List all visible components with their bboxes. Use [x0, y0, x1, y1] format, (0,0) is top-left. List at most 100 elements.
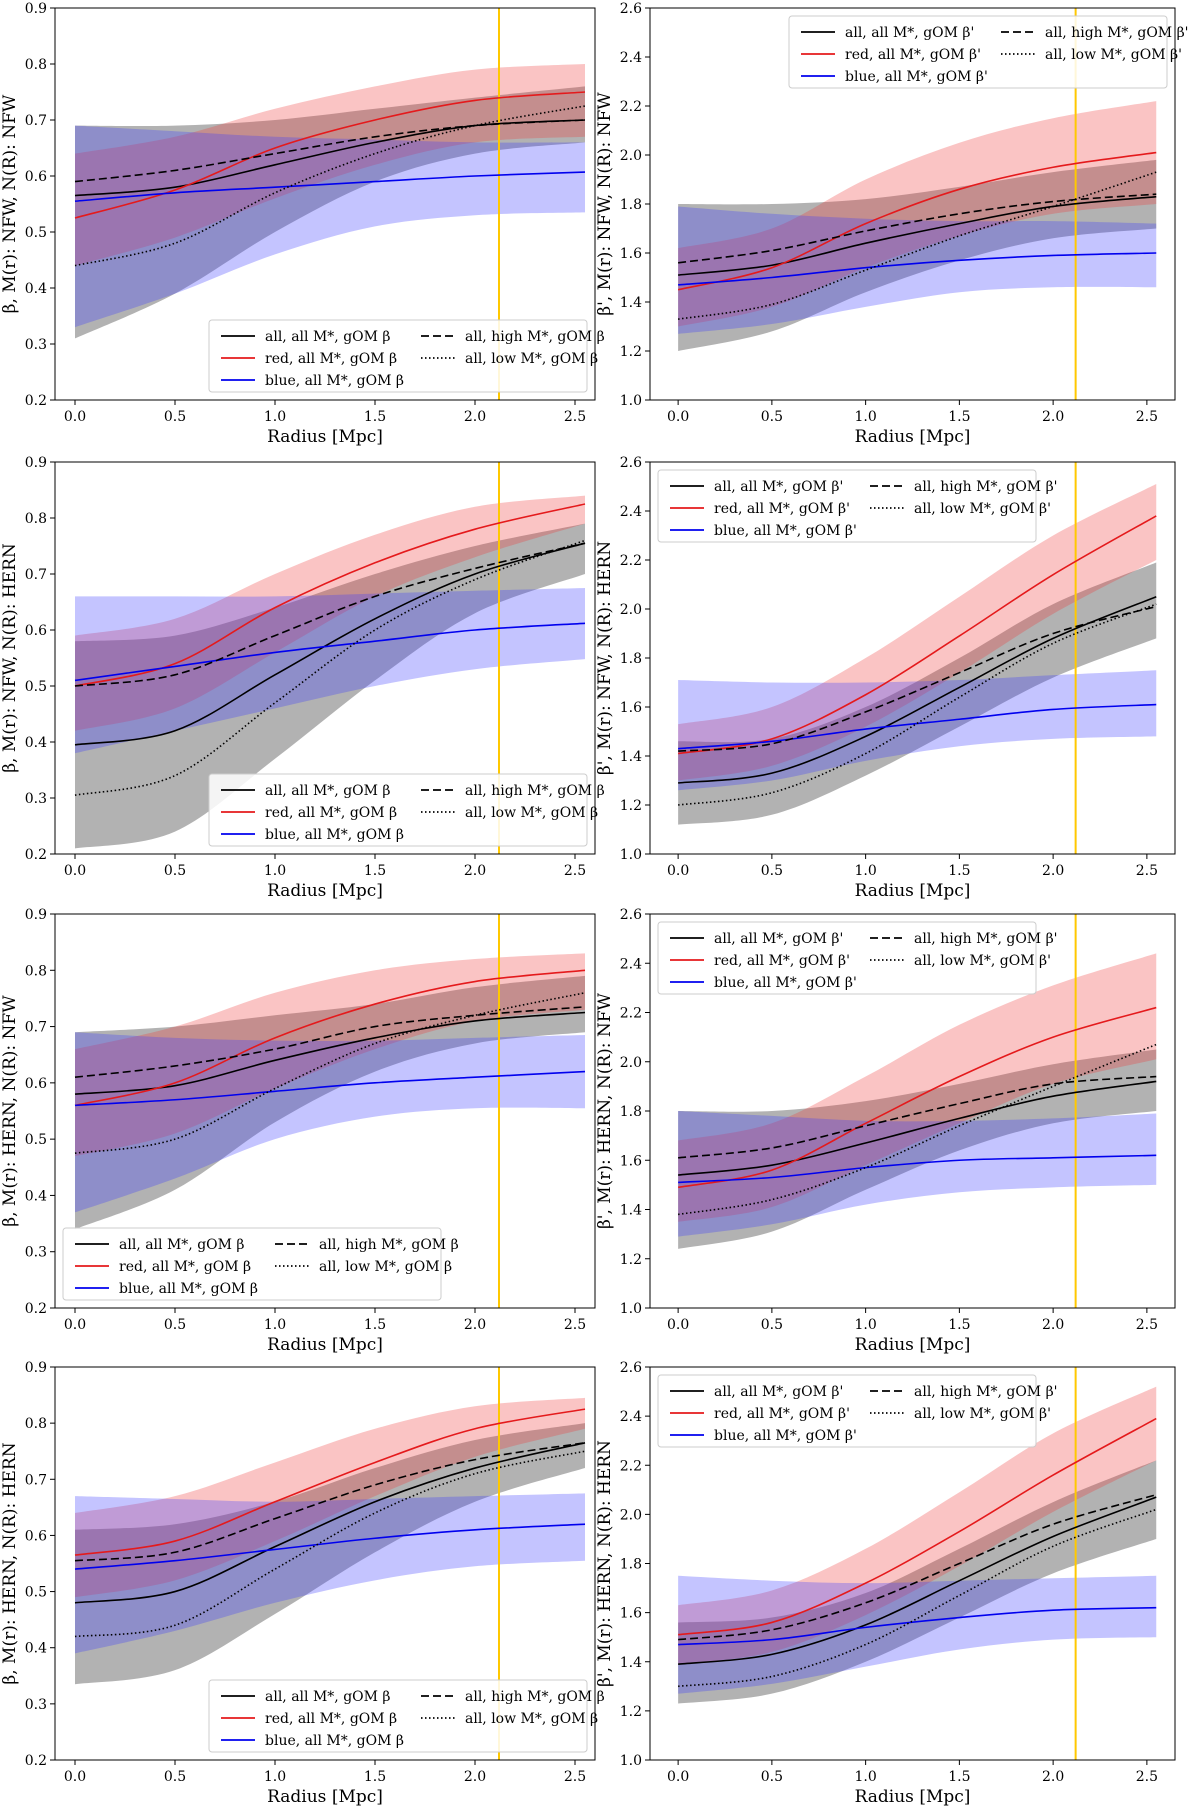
panel-row2-right: 0.0 0.5 1.0 1.5 2.0 2.5 1.0 1.2 1.4 1.6 1.8 2.0 2.2 2…: [595, 455, 1176, 901]
y-axis-label: β, M(r): NFW, N(R): HERN: [0, 543, 20, 773]
legend-entry: all, low M*, gOM β: [465, 1711, 598, 1727]
y-tick-label: 0.6: [25, 1528, 47, 1544]
series-line-4: [678, 1508, 1157, 1688]
x-axis-label: Radius [Mpc]: [267, 881, 383, 901]
series-line-2: [74, 622, 586, 682]
y-tick-label: 2.0: [620, 148, 642, 164]
series-line-4: [74, 992, 586, 1155]
y-tick-label: 1.2: [620, 1704, 642, 1720]
x-tick-label: 1.0: [264, 1769, 286, 1785]
y-tick-label: 1.8: [620, 651, 642, 667]
x-tick-label: 0.5: [164, 1317, 186, 1333]
legend-entry: all, all M*, gOM β: [119, 1237, 245, 1253]
x-axis-label: Radius [Mpc]: [855, 1787, 971, 1807]
y-tick-label: 0.8: [25, 511, 47, 527]
y-tick-label: 0.2: [25, 847, 47, 863]
legend-box: [62, 1227, 442, 1301]
x-tick-label: 1.5: [948, 863, 970, 879]
legend-entry: red, all M*, gOM β': [714, 501, 850, 517]
series-line-0: [74, 119, 586, 197]
legend-entry: red, all M*, gOM β': [714, 1406, 850, 1422]
y-tick-label: 0.3: [25, 1697, 47, 1713]
y-tick-label: 1.0: [620, 847, 642, 863]
series-line-3: [678, 1075, 1157, 1159]
x-tick-label: 0.0: [667, 1317, 689, 1333]
band-0: [75, 86, 585, 339]
x-tick-label: 1.0: [854, 409, 876, 425]
plot-area: [677, 8, 1157, 400]
legend-entry: all, low M*, gOM β: [465, 351, 598, 367]
legend: all, all M*, gOM β red, all M*, gOM β blue…: [208, 773, 605, 847]
legend-box: [657, 1374, 1037, 1448]
legend-entry: red, all M*, gOM β': [714, 953, 850, 969]
x-tick-label: 2.0: [1042, 1317, 1064, 1333]
y-tick-label: 1.8: [620, 1104, 642, 1120]
legend-entry: all, low M*, gOM β': [914, 953, 1051, 969]
legend-entry: blue, all M*, gOM β: [119, 1281, 258, 1297]
series-line-1: [74, 969, 586, 1107]
x-tick-label: 0.0: [667, 1769, 689, 1785]
legend-entry: blue, all M*, gOM β': [714, 975, 857, 991]
y-tick-label: 1.6: [620, 700, 642, 716]
x-tick-label: 0.0: [64, 1769, 86, 1785]
legend-entry: all, high M*, gOM β: [319, 1237, 459, 1253]
x-tick-label: 0.0: [64, 1317, 86, 1333]
series-line-4: [74, 1450, 586, 1638]
y-tick-label: 2.4: [620, 504, 642, 520]
y-tick-label: 0.5: [25, 1585, 47, 1601]
y-tick-label: 0.2: [25, 1753, 47, 1769]
series-line-1: [677, 1006, 1157, 1189]
y-tick-label: 2.6: [620, 1, 642, 17]
x-tick-label: 2.0: [1042, 1769, 1064, 1785]
legend-entry: red, all M*, gOM β: [265, 1711, 397, 1727]
y-tick-label: 0.7: [25, 1020, 47, 1036]
x-tick-label: 0.5: [164, 1769, 186, 1785]
legend-entry: red, all M*, gOM β: [265, 805, 397, 821]
y-tick-label: 0.2: [25, 393, 47, 409]
y-tick-label: 2.6: [620, 907, 642, 923]
x-tick-label: 0.0: [667, 409, 689, 425]
x-tick-label: 1.5: [948, 1317, 970, 1333]
band-2: [75, 588, 585, 754]
series-line-2: [678, 252, 1157, 286]
y-tick-label: 0.8: [25, 963, 47, 979]
y-tick-label: 1.8: [620, 197, 642, 213]
series-line-4: [678, 603, 1157, 806]
legend-entry: all, low M*, gOM β: [319, 1259, 452, 1275]
y-axis-label: β, M(r): NFW, N(R): NFW: [0, 94, 20, 313]
y-tick-label: 2.4: [620, 956, 642, 972]
x-tick-label: 0.5: [761, 863, 783, 879]
legend-entry: all, all M*, gOM β: [265, 1689, 391, 1705]
y-tick-label: 1.4: [620, 1203, 642, 1219]
y-tick-label: 0.5: [25, 225, 47, 241]
band-1: [678, 953, 1157, 1222]
band-1: [75, 64, 585, 266]
y-tick-label: 0.6: [25, 1076, 47, 1092]
y-tick-label: 1.2: [620, 1252, 642, 1268]
plot-area: [74, 1367, 586, 1760]
axes-frame: [54, 461, 596, 855]
x-tick-label: 1.0: [854, 1769, 876, 1785]
legend-entry: all, low M*, gOM β': [914, 1406, 1051, 1422]
x-tick-label: 2.0: [1042, 863, 1064, 879]
legend-entry: all, high M*, gOM β': [914, 1384, 1058, 1400]
panel-row1-right: 0.0 0.5 1.0 1.5 2.0 2.5 1.0 1.2 1.4 1.6 1.8 2.0 2.2 2…: [595, 1, 1189, 447]
y-tick-label: 2.0: [620, 1055, 642, 1071]
legend-entry: all, low M*, gOM β': [914, 501, 1051, 517]
legend-entry: blue, all M*, gOM β': [714, 523, 857, 539]
y-axis-label: β', M(r): HERN, N(R): NFW: [595, 992, 615, 1229]
legend-entry: all, all M*, gOM β': [714, 479, 843, 495]
series-line-0: [678, 1080, 1157, 1176]
y-tick-label: 0.9: [25, 1, 47, 17]
plot-area: [678, 462, 1157, 854]
x-tick-label: 2.5: [1136, 409, 1158, 425]
y-tick-label: 0.3: [25, 337, 47, 353]
y-tick-label: 1.0: [620, 393, 642, 409]
y-tick-label: 2.2: [620, 553, 642, 569]
y-tick-label: 1.4: [620, 1655, 642, 1671]
legend: all, all M*, gOM β' red, all M*, gOM β' bl…: [657, 921, 1058, 995]
y-tick-label: 2.2: [620, 99, 642, 115]
x-tick-label: 2.5: [564, 863, 586, 879]
legend: all, all M*, gOM β red, all M*, gOM β blue…: [208, 1679, 605, 1753]
band-2: [678, 670, 1157, 791]
